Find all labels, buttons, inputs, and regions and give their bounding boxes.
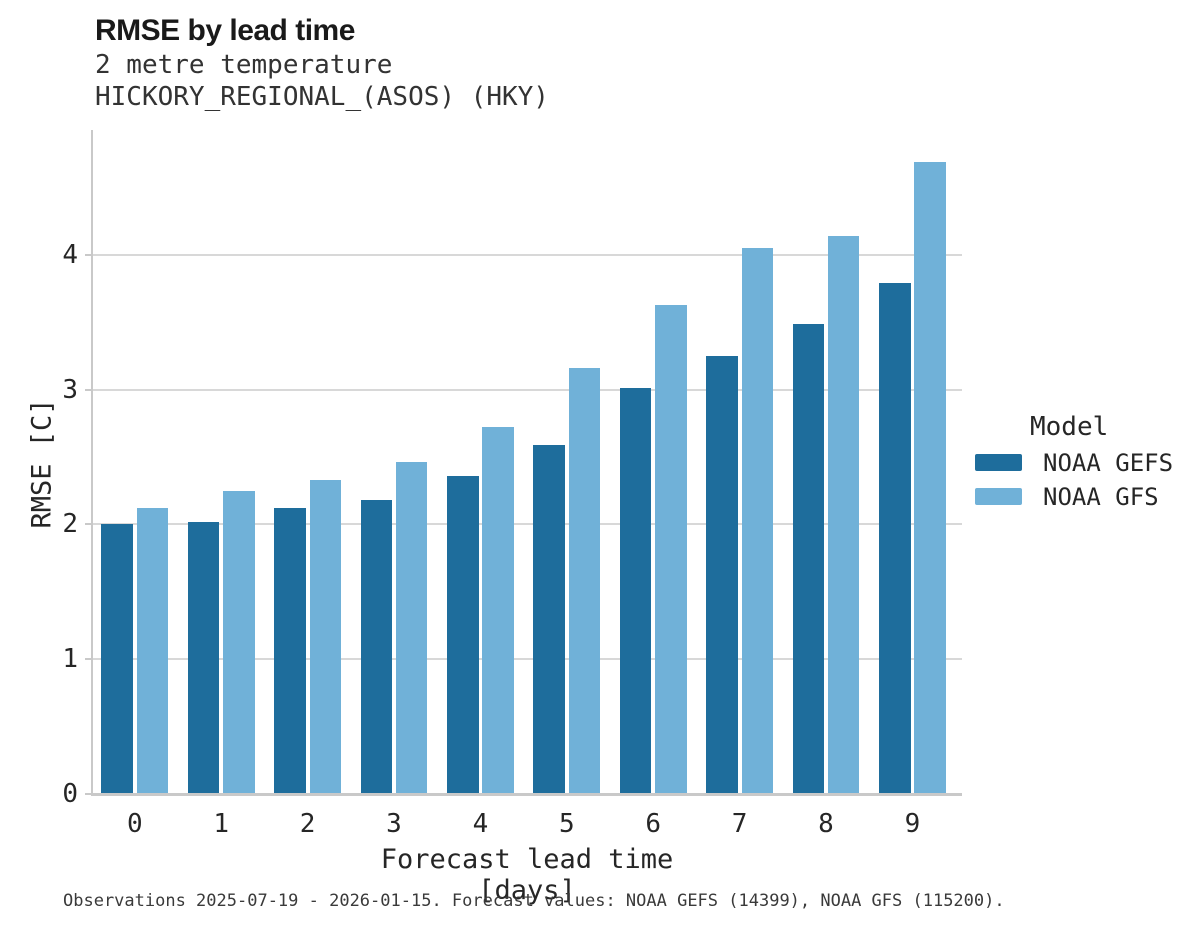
chart-subtitle-station: HICKORY_REGIONAL_(ASOS) (HKY) [95, 82, 549, 112]
x-tick-label-8: 8 [818, 809, 834, 839]
bar-noaa-gfs-day-7 [741, 248, 773, 794]
gridline-y-3 [92, 388, 962, 391]
bar-noaa-gfs-day-4 [482, 427, 514, 794]
bar-noaa-gefs-day-7 [706, 356, 738, 794]
x-axis-spine [91, 792, 962, 796]
bar-noaa-gefs-day-0 [101, 524, 133, 794]
y-tick-label-2: 2 [62, 509, 78, 540]
bar-noaa-gefs-day-4 [447, 475, 479, 794]
x-tick-label-2: 2 [299, 809, 316, 839]
x-tick-label-4: 4 [472, 809, 489, 839]
legend-title: Model [1030, 412, 1109, 442]
bar-noaa-gefs-day-5 [533, 444, 565, 794]
x-tick-label-3: 3 [386, 809, 402, 839]
x-tick-label-9: 9 [904, 809, 921, 839]
bar-noaa-gfs-day-3 [395, 462, 428, 794]
legend-swatch-noaa-gefs [975, 454, 1022, 471]
bar-noaa-gefs-day-8 [792, 323, 825, 794]
y-tick-label-0: 0 [62, 778, 78, 809]
y-axis-title: RMSE [C] [26, 398, 58, 529]
footer-caption: Observations 2025-07-19 - 2026-01-15. Fo… [63, 891, 1005, 911]
bar-noaa-gefs-day-1 [187, 521, 220, 794]
bar-noaa-gfs-day-9 [914, 162, 946, 794]
bar-noaa-gfs-day-0 [136, 508, 169, 794]
y-tick-label-4: 4 [62, 240, 78, 271]
x-tick-label-5: 5 [558, 809, 575, 839]
gridline-y-4 [92, 254, 962, 257]
x-tick-label-1: 1 [213, 809, 230, 839]
bar-noaa-gfs-day-8 [827, 236, 860, 794]
gridline-y-1 [92, 657, 962, 660]
y-tick-label-3: 3 [62, 374, 78, 405]
bar-noaa-gfs-day-6 [655, 304, 687, 794]
y-tickmark-1 [85, 657, 91, 660]
x-tick-label-0: 0 [126, 809, 143, 839]
y-axis-spine [91, 130, 93, 795]
y-tickmark-0 [85, 792, 91, 795]
y-tickmark-3 [85, 388, 91, 391]
bar-noaa-gfs-day-5 [568, 368, 601, 794]
x-tick-label-6: 6 [645, 809, 662, 839]
bar-noaa-gfs-day-2 [309, 479, 341, 794]
y-tickmark-4 [85, 254, 91, 257]
gridline-y-2 [92, 523, 962, 526]
legend-swatch-noaa-gfs [975, 488, 1022, 505]
legend-label-noaa-gefs: NOAA GEFS [1043, 449, 1174, 477]
y-tickmark-2 [85, 523, 91, 526]
y-tick-label-1: 1 [62, 643, 78, 674]
legend-label-noaa-gfs: NOAA GFS [1043, 483, 1159, 511]
bar-noaa-gefs-day-2 [274, 508, 306, 794]
bar-noaa-gfs-day-1 [223, 490, 255, 794]
chart-subtitle-variable: 2 metre temperature [95, 50, 393, 80]
x-tick-label-7: 7 [731, 809, 748, 839]
chart-title: RMSE by lead time [95, 14, 355, 47]
x-axis-title: Forecast lead time [days] [380, 844, 674, 906]
bar-noaa-gefs-day-9 [879, 283, 911, 794]
bar-noaa-gefs-day-3 [360, 500, 393, 794]
bar-noaa-gefs-day-6 [619, 388, 652, 794]
